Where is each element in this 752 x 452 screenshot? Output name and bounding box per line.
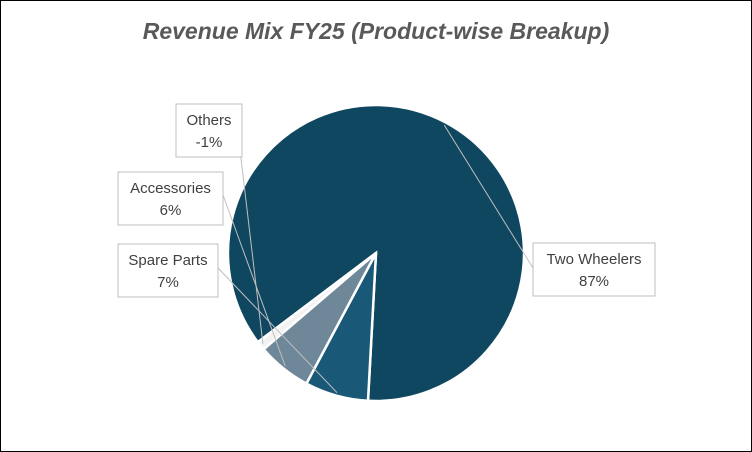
leader-line-spare-parts (217, 267, 338, 394)
data-label-category-others: Others (186, 112, 231, 129)
leader-line-accessories (222, 194, 286, 367)
data-label-box-accessories (117, 171, 224, 226)
data-label-box-two-wheelers (532, 242, 656, 297)
data-label-value-others: -1% (196, 134, 223, 151)
data-label-box-spare-parts (117, 243, 219, 298)
data-label-box-others (175, 103, 243, 158)
data-label-value-two-wheelers: 87% (579, 273, 609, 290)
data-label-value-spare-parts: 7% (157, 274, 179, 291)
chart-title: Revenue Mix FY25 (Product-wise Breakup) (142, 18, 610, 44)
leader-line-others (239, 149, 264, 344)
pie-slice-others (256, 252, 377, 352)
data-label-category-spare-parts: Spare Parts (128, 252, 207, 269)
leader-line-two-wheelers (443, 124, 534, 269)
data-label-category-accessories: Accessories (130, 180, 211, 197)
data-label-value-accessories: 6% (160, 202, 182, 219)
data-label-category-two-wheelers: Two Wheelers (546, 251, 641, 268)
